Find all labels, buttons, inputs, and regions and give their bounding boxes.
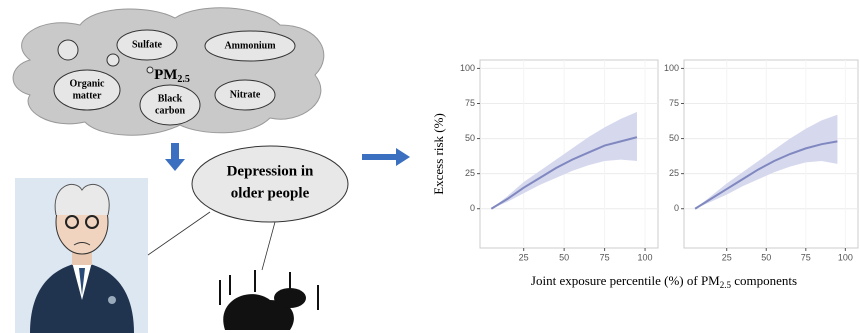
- down-arrow: [165, 143, 185, 171]
- older-person-illustration: [15, 178, 148, 333]
- y-axis-label: Excess risk (%): [431, 113, 446, 195]
- y-tick-label: 0: [470, 203, 475, 213]
- component-label: Nitrate: [230, 89, 261, 100]
- x-tick-label: 25: [519, 252, 529, 262]
- outcome-line: older people: [231, 185, 310, 201]
- x-tick-label: 75: [600, 252, 610, 262]
- component-label: carbon: [155, 105, 185, 116]
- y-tick-label: 0: [674, 203, 679, 213]
- y-tick-label: 75: [465, 98, 475, 108]
- x-label-part: Joint exposure percentile (%) of PM: [531, 273, 720, 288]
- x-label-sub: 2.5: [720, 280, 732, 290]
- component-label: Black: [158, 93, 183, 104]
- x-tick-label: 100: [838, 252, 853, 262]
- y-tick-label: 50: [669, 133, 679, 143]
- x-tick-label: 75: [801, 252, 811, 262]
- y-tick-label: 100: [664, 63, 679, 73]
- distress-icon: [220, 270, 318, 330]
- pollutant-main: PM: [154, 67, 177, 83]
- component-label: matter: [73, 90, 102, 101]
- y-tick-label: 100: [460, 63, 475, 73]
- y-tick-label: 50: [465, 133, 475, 143]
- right-arrow: [362, 148, 410, 166]
- outcome-line: Depression in: [227, 163, 314, 179]
- pollutant-sub: 2.5: [177, 74, 190, 85]
- component-label: Organic: [70, 78, 106, 89]
- y-tick-label: 25: [669, 168, 679, 178]
- component-label: Sulfate: [132, 39, 163, 50]
- x-tick-label: 50: [559, 252, 569, 262]
- component-label: Ammonium: [224, 40, 276, 51]
- graphical-abstract: Depression in older people Sulfate Ammoni…: [0, 0, 860, 333]
- x-tick-label: 25: [722, 252, 732, 262]
- x-tick-label: 50: [761, 252, 771, 262]
- x-tick-label: 100: [638, 252, 653, 262]
- y-tick-label: 25: [465, 168, 475, 178]
- x-axis-label: Joint exposure percentile (%) of PM2.5 c…: [531, 273, 797, 290]
- y-tick-label: 75: [669, 98, 679, 108]
- x-label-part: components: [731, 273, 797, 288]
